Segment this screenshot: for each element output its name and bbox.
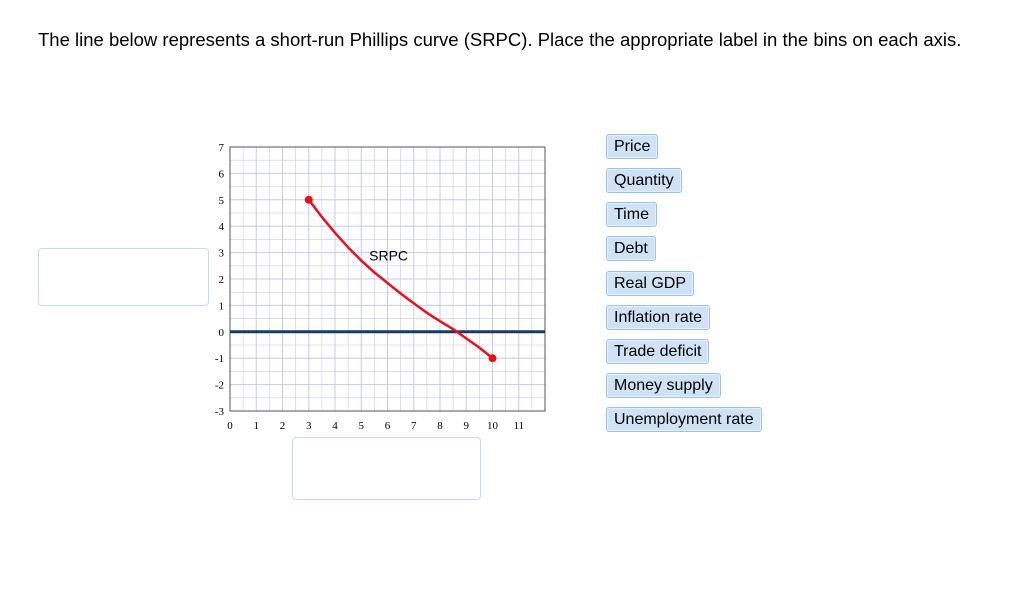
y-tick-label: -3 [215, 406, 225, 418]
x-tick-label: 5 [359, 420, 365, 432]
x-tick-label: 10 [487, 420, 499, 432]
plot-frame [229, 146, 546, 412]
x-tick-label: 1 [254, 420, 260, 432]
x-tick-label: 2 [280, 420, 286, 432]
y-tick-label: 1 [219, 300, 225, 312]
x-tick-label: 3 [306, 420, 312, 432]
curve-start-point [304, 195, 313, 204]
label-chip-debt[interactable]: Debt [606, 236, 656, 261]
y-tick-label: 7 [219, 142, 225, 154]
y-tick-label: 5 [219, 195, 225, 207]
curve-layer: SRPC [304, 195, 497, 363]
x-tick-label: 6 [385, 420, 391, 432]
y-tick-label: 0 [219, 327, 225, 339]
y-tick-label: 3 [219, 248, 225, 260]
y-tick-label: -2 [215, 380, 224, 392]
x-axis-label-bin[interactable] [292, 437, 481, 500]
label-chip-trade-deficit[interactable]: Trade deficit [606, 339, 710, 364]
x-tick-label: 4 [332, 420, 338, 432]
label-chip-money-supply[interactable]: Money supply [606, 373, 721, 398]
label-chip-real-gdp[interactable]: Real GDP [606, 271, 695, 296]
y-tick-label: 2 [219, 274, 225, 286]
srpc-curve [307, 198, 494, 360]
label-chip-time[interactable]: Time [606, 202, 657, 227]
x-tick-label: 8 [437, 420, 443, 432]
question-text: The line below represents a short-run Ph… [38, 29, 962, 50]
x-tick-label: 7 [411, 420, 417, 432]
y-tick-label: 6 [219, 168, 225, 180]
chart-grid [229, 146, 546, 412]
x-tick-label: 9 [464, 420, 470, 432]
label-chip-price[interactable]: Price [606, 134, 659, 159]
label-chip-unemployment-rate[interactable]: Unemployment rate [606, 407, 762, 432]
x-tick-label: 0 [227, 420, 233, 432]
curve-end-point [488, 354, 497, 363]
label-chip-inflation-rate[interactable]: Inflation rate [606, 305, 711, 330]
srpc-label: SRPC [369, 248, 408, 264]
y-tick-label: 4 [219, 221, 225, 233]
x-tick-label: 11 [513, 420, 524, 432]
y-tick-label: -1 [215, 353, 224, 365]
y-axis-label-bin[interactable] [38, 248, 209, 306]
label-chip-quantity[interactable]: Quantity [606, 168, 682, 193]
